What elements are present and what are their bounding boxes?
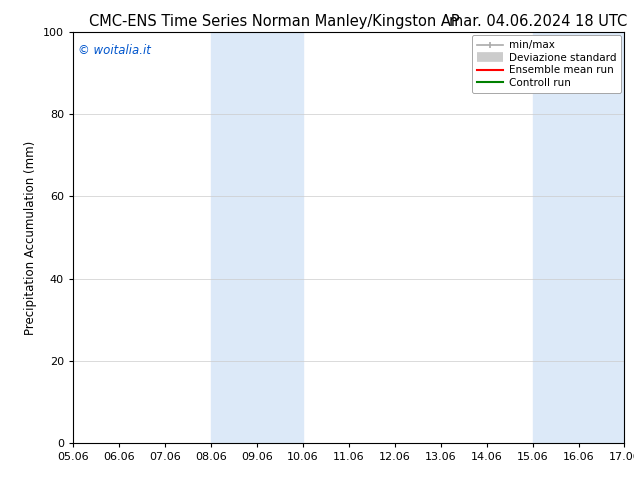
Text: mar. 04.06.2024 18 UTC: mar. 04.06.2024 18 UTC bbox=[450, 14, 628, 29]
Bar bbox=[533, 32, 624, 443]
Text: CMC-ENS Time Series Norman Manley/Kingston AP: CMC-ENS Time Series Norman Manley/Kingst… bbox=[89, 14, 460, 29]
Bar bbox=[210, 32, 303, 443]
Text: © woitalia.it: © woitalia.it bbox=[79, 44, 152, 57]
Y-axis label: Precipitation Accumulation (mm): Precipitation Accumulation (mm) bbox=[24, 141, 37, 335]
Legend: min/max, Deviazione standard, Ensemble mean run, Controll run: min/max, Deviazione standard, Ensemble m… bbox=[472, 35, 621, 93]
